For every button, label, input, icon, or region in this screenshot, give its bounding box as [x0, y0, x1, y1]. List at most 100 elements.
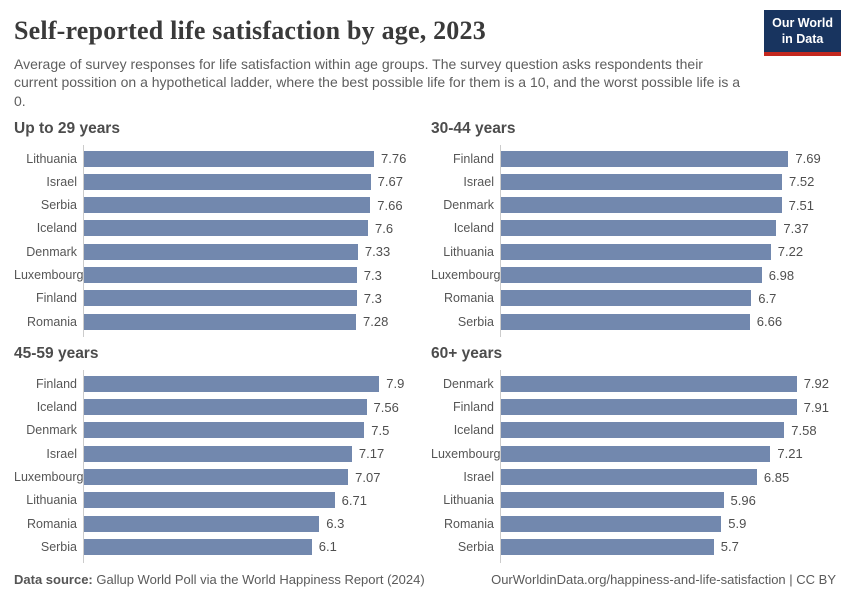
value-label: 5.9	[728, 516, 747, 532]
value-label: 6.98	[768, 267, 795, 283]
bar	[500, 173, 782, 190]
value-label: 7.52	[789, 174, 815, 190]
country-label: Finland	[36, 376, 77, 391]
country-label: Lithuania	[443, 244, 494, 259]
bar-track: 7.56	[83, 399, 412, 416]
page-title: Self-reported life satisfaction by age, …	[14, 16, 486, 45]
bar-track: 7.76	[83, 150, 412, 167]
country-label: Denmark	[442, 376, 494, 391]
bar	[500, 197, 782, 214]
bar	[83, 197, 371, 214]
bar-track: 7.67	[83, 173, 412, 190]
bar-row: Romania 6.7	[431, 287, 829, 310]
value-label: 7.21	[777, 446, 803, 462]
value-label: 6.1	[318, 539, 337, 555]
value-label: 7.37	[783, 220, 809, 236]
bar-rows: Finland 7.9 Iceland 7.56 Denmark 7.5 Israel 7.1…	[14, 370, 412, 563]
bar-track: 7.3	[83, 290, 412, 307]
bar-row: Israel 7.67	[14, 170, 412, 193]
value-label: 7.3	[363, 267, 382, 283]
bar-track: 5.9	[500, 515, 829, 532]
country-label: Luxembourg	[431, 446, 501, 461]
bar	[83, 150, 374, 167]
panel-30-44-years: 30-44 years Finland 7.69 Israel 7.52 Denmark…	[431, 119, 829, 338]
bar-row: Serbia 6.66	[431, 310, 829, 333]
bar-track: 7.07	[83, 469, 412, 486]
bar	[83, 290, 357, 307]
panel-title: Up to 29 years	[14, 119, 120, 137]
bar-track: 7.22	[500, 243, 829, 260]
bar-row: Israel 7.52	[431, 170, 829, 193]
country-label: Serbia	[40, 198, 77, 213]
owid-logo-line1: Our World	[772, 16, 833, 30]
bar-row: Denmark 7.51	[431, 193, 829, 216]
value-label: 7.91	[803, 399, 829, 415]
bar-track: 5.96	[500, 492, 829, 509]
bar-track: 7.58	[500, 422, 829, 439]
bar-track: 5.7	[500, 538, 829, 555]
value-label: 7.28	[363, 314, 389, 330]
country-label: Luxembourg	[431, 268, 501, 282]
value-label: 7.76	[381, 151, 407, 167]
bar-row: Denmark 7.5	[14, 419, 412, 442]
y-axis-line	[83, 370, 84, 563]
bar-row: Denmark 7.33	[14, 240, 412, 263]
y-axis-line	[83, 144, 84, 338]
bar	[500, 469, 757, 486]
bar-track: 6.85	[500, 469, 829, 486]
data-source-text: Gallup World Poll via the World Happines…	[92, 572, 425, 587]
value-label: 6.3	[326, 516, 345, 532]
bar-row: Luxembourg 7.3	[14, 263, 412, 286]
small-multiples-grid: Up to 29 years Lithuania 7.76 Israel 7.67 Se…	[0, 110, 850, 563]
value-label: 7.92	[803, 376, 829, 392]
bar	[500, 290, 752, 307]
bar-row: Romania 5.9	[431, 512, 829, 535]
bar	[83, 313, 356, 330]
data-source-note: Data source: Gallup World Poll via the W…	[14, 572, 425, 587]
country-label: Lithuania	[26, 493, 77, 508]
bar	[83, 267, 357, 283]
country-label: Israel	[463, 174, 494, 189]
bar-row: Romania 6.3	[14, 512, 412, 535]
value-label: 7.3	[363, 290, 382, 306]
chart-header: Self-reported life satisfaction by age, …	[0, 0, 850, 110]
bar-track: 7.21	[500, 445, 829, 462]
panel-title: 30-44 years	[431, 119, 516, 137]
bar	[500, 422, 785, 439]
y-axis-line	[500, 144, 501, 338]
bar	[83, 515, 320, 532]
bar	[500, 445, 771, 462]
bar	[500, 313, 750, 330]
value-label: 7.69	[795, 151, 821, 167]
bar-row: Luxembourg 7.21	[431, 442, 829, 465]
bar-track: 6.7	[500, 290, 829, 307]
license-note: OurWorldinData.org/happiness-and-life-sa…	[491, 572, 836, 587]
panel-title: 60+ years	[431, 345, 503, 363]
panel-title: 45-59 years	[14, 345, 99, 363]
country-label: Romania	[443, 291, 494, 306]
bar-track: 7.17	[83, 445, 412, 462]
bar	[83, 422, 365, 439]
bar-track: 6.71	[83, 492, 412, 509]
value-label: 7.22	[777, 244, 804, 260]
bar	[500, 515, 722, 532]
bar-row: Israel 7.17	[14, 442, 412, 465]
bar-track: 7.91	[500, 399, 829, 416]
bar-row: Lithuania 7.22	[431, 240, 829, 263]
bar-row: Luxembourg 7.07	[14, 465, 412, 488]
country-label: Serbia	[40, 539, 77, 554]
bar-row: Lithuania 5.96	[431, 489, 829, 512]
value-label: 7.67	[377, 174, 403, 190]
bar-rows: Lithuania 7.76 Israel 7.67 Serbia 7.66 Iceland…	[14, 144, 412, 338]
country-label: Romania	[26, 314, 77, 329]
country-label: Luxembourg	[14, 470, 84, 485]
value-label: 7.5	[371, 422, 390, 438]
value-label: 6.66	[756, 314, 783, 330]
panel-up-to-29-years: Up to 29 years Lithuania 7.76 Israel 7.67 Se…	[14, 119, 412, 338]
bar-row: Israel 6.85	[431, 465, 829, 488]
value-label: 5.96	[730, 492, 756, 508]
panel-45-59-years: 45-59 years Finland 7.9 Iceland 7.56 Denmark…	[14, 345, 412, 563]
bar-track: 7.5	[83, 422, 412, 439]
country-label: Denmark	[443, 198, 494, 213]
